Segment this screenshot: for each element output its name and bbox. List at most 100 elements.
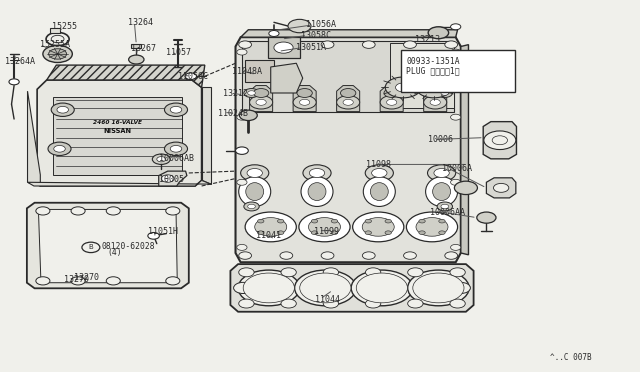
Circle shape — [245, 212, 296, 242]
Circle shape — [441, 204, 449, 209]
Text: 11057: 11057 — [166, 48, 191, 57]
Ellipse shape — [426, 177, 458, 206]
Circle shape — [408, 299, 423, 308]
Circle shape — [243, 273, 294, 303]
Circle shape — [351, 270, 413, 306]
Circle shape — [281, 268, 296, 277]
Circle shape — [451, 282, 470, 294]
Circle shape — [82, 242, 100, 253]
Text: 13213: 13213 — [415, 35, 440, 44]
Circle shape — [303, 165, 331, 181]
Circle shape — [385, 77, 421, 98]
Text: 11024B: 11024B — [218, 109, 248, 118]
Circle shape — [309, 169, 324, 177]
Circle shape — [428, 27, 449, 39]
Circle shape — [332, 231, 338, 235]
Polygon shape — [242, 41, 454, 112]
Circle shape — [280, 41, 292, 48]
Circle shape — [340, 89, 356, 97]
Polygon shape — [241, 30, 458, 37]
Circle shape — [185, 73, 196, 80]
Text: 11056A: 11056A — [306, 20, 336, 29]
Circle shape — [269, 31, 279, 36]
Ellipse shape — [308, 183, 326, 201]
Circle shape — [419, 231, 425, 235]
Circle shape — [71, 277, 85, 285]
Text: 11098: 11098 — [366, 160, 391, 169]
Text: 10006: 10006 — [428, 135, 452, 144]
Circle shape — [362, 218, 394, 236]
Text: 00933-1351A: 00933-1351A — [406, 57, 460, 66]
Circle shape — [416, 218, 448, 236]
Circle shape — [48, 142, 71, 155]
Polygon shape — [202, 87, 211, 184]
Circle shape — [164, 142, 188, 155]
Circle shape — [385, 231, 392, 235]
Circle shape — [428, 89, 443, 97]
Circle shape — [278, 231, 284, 235]
Circle shape — [300, 273, 351, 303]
Circle shape — [439, 219, 445, 223]
Circle shape — [365, 165, 394, 181]
Circle shape — [450, 299, 465, 308]
Circle shape — [236, 147, 248, 154]
Text: 11044: 11044 — [315, 295, 340, 304]
Polygon shape — [390, 43, 454, 108]
Text: 13051A: 13051A — [296, 43, 326, 52]
Circle shape — [451, 24, 461, 30]
Circle shape — [372, 169, 387, 177]
Circle shape — [451, 179, 461, 185]
Circle shape — [343, 99, 353, 105]
Circle shape — [49, 49, 67, 59]
Circle shape — [484, 131, 516, 150]
Circle shape — [170, 106, 182, 113]
Circle shape — [166, 277, 180, 285]
Circle shape — [71, 207, 85, 215]
Circle shape — [129, 55, 144, 64]
Circle shape — [297, 89, 312, 97]
Circle shape — [413, 273, 464, 303]
Text: 13267: 13267 — [131, 44, 156, 53]
Circle shape — [321, 252, 334, 259]
Circle shape — [493, 183, 509, 192]
Polygon shape — [131, 44, 141, 48]
Circle shape — [57, 106, 68, 113]
Circle shape — [166, 207, 180, 215]
Circle shape — [428, 165, 456, 181]
Circle shape — [311, 231, 317, 235]
Text: 13264: 13264 — [128, 18, 153, 27]
Text: 11099: 11099 — [314, 227, 339, 236]
Polygon shape — [28, 91, 40, 186]
Ellipse shape — [364, 177, 396, 206]
Circle shape — [404, 252, 417, 259]
Polygon shape — [38, 209, 177, 283]
Text: 13270: 13270 — [74, 273, 99, 282]
Circle shape — [362, 41, 375, 48]
Circle shape — [288, 19, 311, 33]
Polygon shape — [50, 28, 60, 33]
Circle shape — [492, 136, 508, 145]
Circle shape — [9, 79, 19, 85]
Circle shape — [239, 268, 254, 277]
Circle shape — [36, 207, 50, 215]
Circle shape — [408, 268, 423, 277]
Text: 2460 16-VALVE: 2460 16-VALVE — [93, 120, 141, 125]
Circle shape — [253, 89, 269, 97]
Circle shape — [323, 268, 339, 277]
Circle shape — [308, 218, 340, 236]
Circle shape — [250, 96, 273, 109]
Text: 11048A: 11048A — [232, 67, 262, 76]
Polygon shape — [28, 180, 211, 186]
Circle shape — [454, 181, 477, 195]
Circle shape — [256, 99, 266, 105]
Polygon shape — [424, 86, 447, 112]
Text: NISSAN: NISSAN — [103, 128, 131, 134]
FancyBboxPatch shape — [401, 50, 515, 92]
Circle shape — [257, 219, 264, 223]
Circle shape — [299, 212, 350, 242]
Polygon shape — [159, 171, 187, 186]
Ellipse shape — [371, 183, 388, 201]
Circle shape — [237, 114, 247, 120]
Circle shape — [451, 244, 461, 250]
Circle shape — [321, 41, 334, 48]
